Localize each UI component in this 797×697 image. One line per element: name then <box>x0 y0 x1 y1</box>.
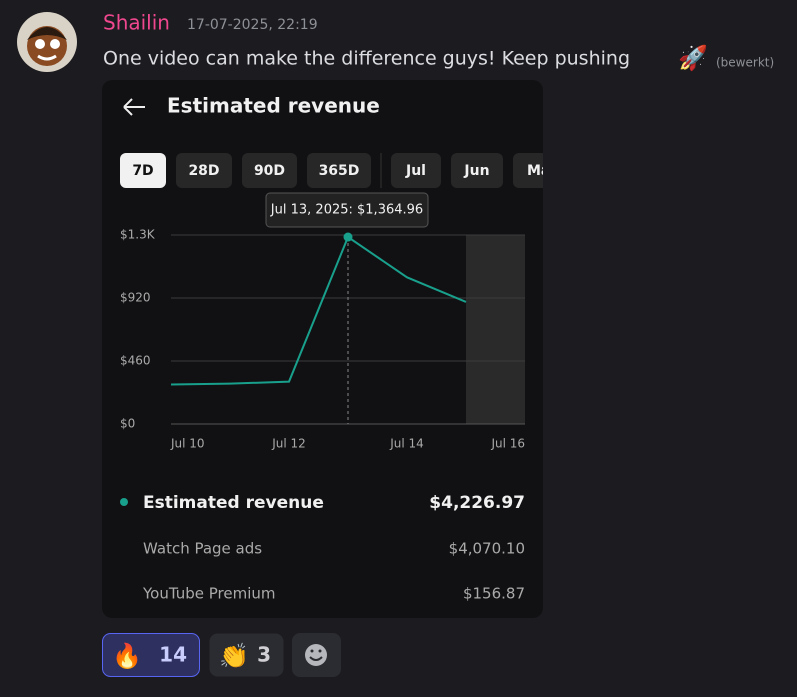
summary-value: $4,070.10 <box>449 540 525 558</box>
summary-value: $4,226.97 <box>429 493 525 513</box>
message-text: One video can make the difference guys! … <box>103 48 630 70</box>
reaction-count[interactable]: 14 <box>159 643 187 667</box>
tab-label[interactable]: 7D <box>132 163 153 179</box>
emoji: 🚀 <box>678 44 708 72</box>
tab-label[interactable]: 365D <box>319 163 360 179</box>
avatar-hair <box>27 27 67 40</box>
tab[interactable] <box>120 153 166 188</box>
tab[interactable] <box>451 153 503 188</box>
back-arrow[interactable] <box>123 98 145 116</box>
tab[interactable] <box>391 153 441 188</box>
hover-point <box>343 232 353 242</box>
reaction[interactable] <box>209 633 284 677</box>
x-tick-label: Jul 10 <box>170 437 205 451</box>
legend-dot <box>120 498 128 506</box>
timestamp: 17-07-2025, 22:19 <box>187 17 318 33</box>
summary-value: $156.87 <box>463 585 525 603</box>
avatar-smile <box>37 54 57 61</box>
avatar[interactable] <box>17 12 77 72</box>
summary-label: YouTube Premium <box>142 585 276 603</box>
reaction[interactable] <box>102 633 200 677</box>
tooltip-box <box>265 192 429 228</box>
card-bg <box>102 80 543 618</box>
avatar-eye <box>50 39 60 49</box>
y-tick-label: $1.3K <box>120 228 156 242</box>
add-reaction-eye <box>310 649 314 653</box>
add-reaction-icon[interactable] <box>305 644 327 666</box>
tab[interactable] <box>307 153 371 188</box>
card-title: Estimated revenue <box>167 94 380 118</box>
x-tick-label: Jul 14 <box>389 437 424 451</box>
y-tick-label: $0 <box>120 417 135 431</box>
summary-label: Watch Page ads <box>143 540 262 558</box>
tab[interactable] <box>242 153 297 188</box>
avatar-eye <box>35 39 45 49</box>
reaction-count[interactable]: 3 <box>257 643 271 667</box>
reaction-emoji[interactable]: 🔥 <box>112 642 142 670</box>
tab[interactable] <box>176 153 232 188</box>
summary-label: Estimated revenue <box>143 493 324 513</box>
card: Estimated revenue Jul 13, 2025: $1,364.9… <box>102 80 573 618</box>
line <box>170 235 467 386</box>
x-tick-label: Jul 16 <box>490 437 525 451</box>
add-reaction-eye <box>318 649 322 653</box>
partial-day-shade <box>466 235 525 424</box>
tab-label[interactable]: Jun <box>463 163 489 179</box>
y-tick-label: $920 <box>120 291 151 305</box>
tooltip: Jul 13, 2025: $1,364.96 <box>270 203 423 218</box>
tab[interactable] <box>513 153 573 188</box>
x-tick-label: Jul 12 <box>271 437 306 451</box>
add-reaction-face <box>309 656 323 661</box>
reaction-emoji[interactable]: 👏 <box>219 642 249 670</box>
tab-label[interactable]: 28D <box>188 163 219 179</box>
author[interactable]: Shailin <box>103 11 170 35</box>
edited: (bewerkt) <box>716 56 774 70</box>
tab-label[interactable]: Ma <box>527 163 550 179</box>
tab-label[interactable]: 90D <box>254 163 285 179</box>
y-tick-label: $460 <box>120 354 151 368</box>
tab-label[interactable]: Jul <box>405 163 426 179</box>
